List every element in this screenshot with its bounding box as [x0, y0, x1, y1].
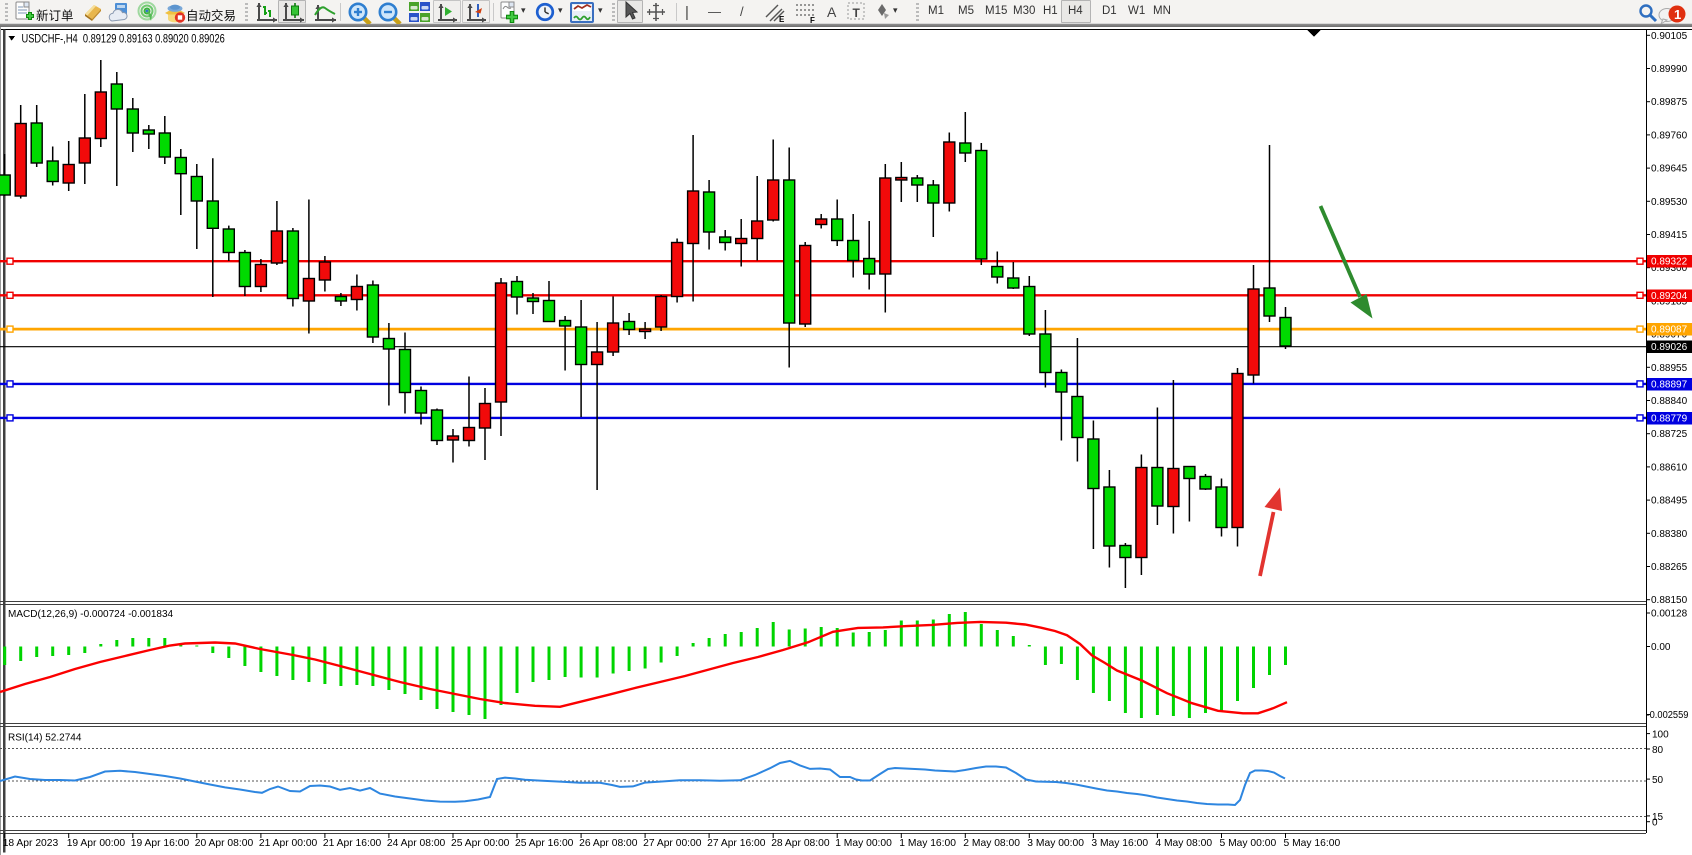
- svg-text:0.88495: 0.88495: [1651, 496, 1688, 507]
- svg-text:0.88779: 0.88779: [1651, 413, 1688, 424]
- svg-text:1 May 00:00: 1 May 00:00: [835, 838, 892, 849]
- svg-text:0.88897: 0.88897: [1651, 379, 1688, 390]
- svg-text:27 Apr 00:00: 27 Apr 00:00: [643, 838, 702, 849]
- svg-text:19 Apr 16:00: 19 Apr 16:00: [131, 838, 190, 849]
- svg-text:MACD(12,26,9) -0.000724 -0.001: MACD(12,26,9) -0.000724 -0.001834: [8, 609, 174, 620]
- svg-text:21 Apr 16:00: 21 Apr 16:00: [323, 838, 382, 849]
- svg-text:T: T: [853, 6, 861, 20]
- svg-text:0.89300: 0.89300: [1651, 263, 1688, 274]
- svg-text:0.88610: 0.88610: [1651, 462, 1688, 473]
- svg-text:21 Apr 00:00: 21 Apr 00:00: [259, 838, 318, 849]
- svg-text:5 May 00:00: 5 May 00:00: [1220, 838, 1277, 849]
- svg-text:0.89087: 0.89087: [1651, 325, 1688, 336]
- svg-text:5 May 16:00: 5 May 16:00: [1284, 838, 1341, 849]
- svg-text:26 Apr 08:00: 26 Apr 08:00: [579, 838, 638, 849]
- svg-text:0.00: 0.00: [1651, 642, 1671, 653]
- svg-text:0.89760: 0.89760: [1651, 130, 1688, 141]
- svg-text:0.88955: 0.88955: [1651, 363, 1688, 374]
- svg-text:18 Apr 2023: 18 Apr 2023: [3, 838, 59, 849]
- svg-text:2 May 08:00: 2 May 08:00: [963, 838, 1020, 849]
- svg-text:0.88725: 0.88725: [1651, 429, 1688, 440]
- svg-text:19 Apr 00:00: 19 Apr 00:00: [67, 838, 126, 849]
- svg-text:27 Apr 16:00: 27 Apr 16:00: [707, 838, 766, 849]
- svg-text:0.89990: 0.89990: [1651, 64, 1688, 75]
- svg-text:20 Apr 08:00: 20 Apr 08:00: [195, 838, 254, 849]
- svg-text:0.89875: 0.89875: [1651, 97, 1688, 108]
- svg-text:3 May 00:00: 3 May 00:00: [1027, 838, 1084, 849]
- svg-text:0.89204: 0.89204: [1651, 291, 1688, 302]
- svg-text:0.88265: 0.88265: [1651, 562, 1688, 573]
- svg-text:-0.002559: -0.002559: [1647, 710, 1689, 721]
- svg-text:50: 50: [1652, 775, 1664, 786]
- svg-text:25 Apr 00:00: 25 Apr 00:00: [451, 838, 510, 849]
- svg-text:0.89415: 0.89415: [1651, 230, 1688, 241]
- svg-text:0.90105: 0.90105: [1651, 31, 1688, 42]
- svg-text:0.89530: 0.89530: [1651, 197, 1688, 208]
- svg-text:E: E: [779, 15, 785, 24]
- svg-text:4 May 08:00: 4 May 08:00: [1155, 838, 1212, 849]
- svg-text:25 Apr 16:00: 25 Apr 16:00: [515, 838, 574, 849]
- svg-text:24 Apr 08:00: 24 Apr 08:00: [387, 838, 446, 849]
- svg-text:0.89322: 0.89322: [1651, 257, 1688, 268]
- svg-text:3 May 16:00: 3 May 16:00: [1091, 838, 1148, 849]
- svg-text:0.89026: 0.89026: [1651, 342, 1688, 353]
- svg-text:0.89645: 0.89645: [1651, 164, 1688, 175]
- svg-text:USDCHF-,H4 0.89129 0.89163 0.: USDCHF-,H4 0.89129 0.89163 0.89020 0.890…: [22, 32, 225, 45]
- svg-text:0: 0: [1652, 818, 1658, 829]
- svg-text:0.89185: 0.89185: [1651, 296, 1688, 307]
- svg-text:0.88380: 0.88380: [1651, 529, 1688, 540]
- svg-text:RSI(14) 52.2744: RSI(14) 52.2744: [8, 733, 82, 744]
- svg-text:F: F: [810, 16, 815, 25]
- svg-text:1: 1: [1674, 7, 1681, 22]
- svg-text:15: 15: [1652, 812, 1664, 823]
- svg-text:80: 80: [1652, 745, 1664, 756]
- svg-text:100: 100: [1652, 730, 1669, 741]
- svg-text:0.88840: 0.88840: [1651, 396, 1688, 407]
- svg-text:0.88150: 0.88150: [1651, 595, 1688, 606]
- svg-text:1 May 16:00: 1 May 16:00: [899, 838, 956, 849]
- svg-text:28 Apr 08:00: 28 Apr 08:00: [771, 838, 830, 849]
- svg-text:0.00128: 0.00128: [1651, 609, 1688, 620]
